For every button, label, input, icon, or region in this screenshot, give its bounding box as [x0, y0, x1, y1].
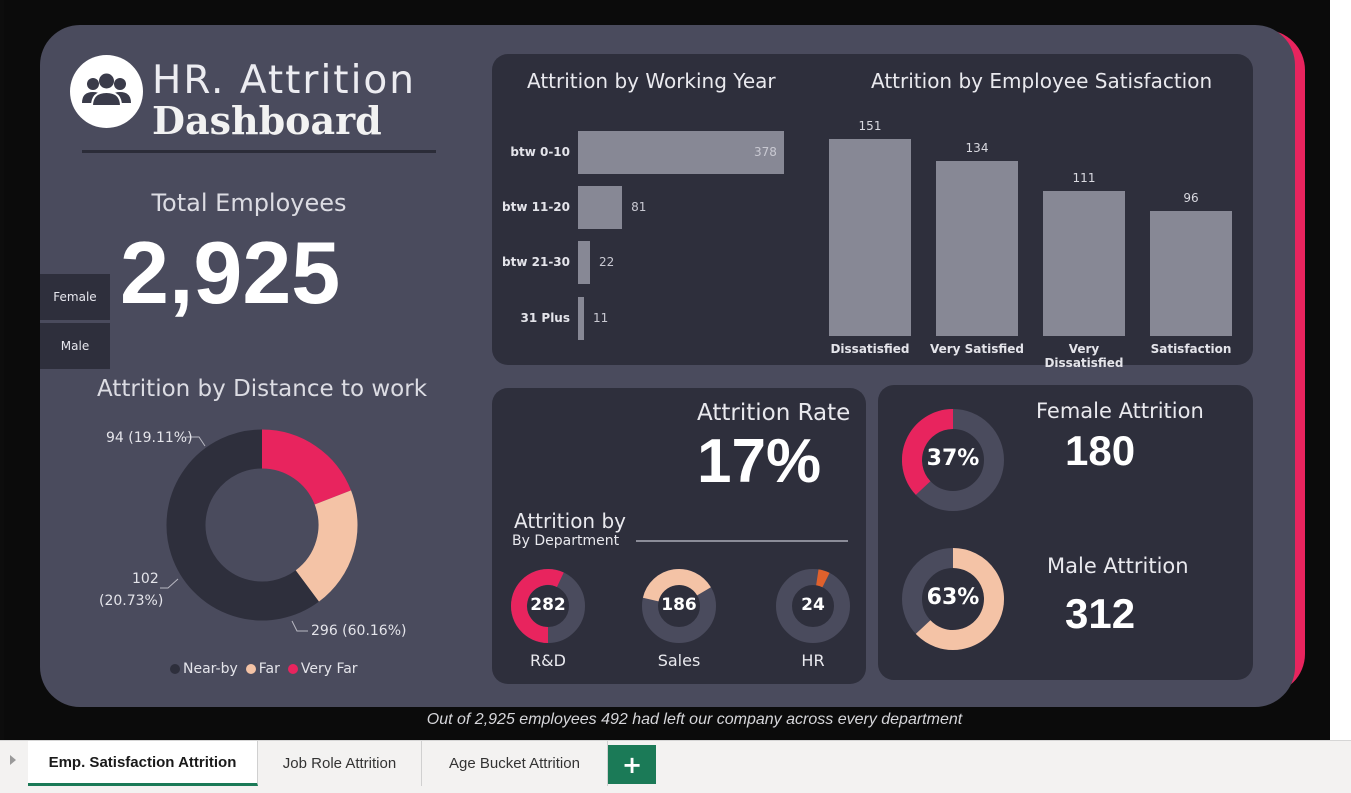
working-year-chart-title: Attrition by Working Year: [527, 69, 776, 93]
bar-value-label: 11: [592, 310, 609, 325]
slicer-item-male[interactable]: Male: [40, 323, 110, 369]
donut-track: [776, 569, 850, 643]
satisfaction-bar: [1150, 210, 1232, 336]
female-attrition-value: 180: [1065, 427, 1136, 474]
bar-category-label: btw 11-20: [502, 199, 570, 214]
scroll-tabs-left-icon[interactable]: [10, 755, 16, 765]
department-donut-label: R&D: [530, 651, 566, 670]
working-year-bar: [578, 297, 584, 340]
male-attrition-percent: 63%: [926, 585, 980, 610]
working-year-bar: [578, 131, 784, 174]
tab-job-role-attrition[interactable]: Job Role Attrition: [258, 741, 422, 786]
footer-summary: Out of 2,925 employees 492 had left our …: [426, 711, 963, 728]
total-employees-value: 2,925: [120, 223, 341, 322]
slice-far: [295, 490, 358, 602]
bar-category-label: Very Dissatisfied: [1044, 342, 1124, 370]
slice-label-very-far: 94 (19.11%): [106, 430, 193, 446]
people-group-icon: [82, 73, 131, 107]
legend-swatch-near-by: [170, 664, 180, 674]
male-attrition-label: Male Attrition: [1047, 554, 1189, 578]
donut-segment: [915, 548, 1004, 650]
department-donut: [511, 569, 585, 643]
bar-value-label: 81: [631, 199, 647, 214]
sheet-margin: [1330, 0, 1351, 740]
bar-value-label: 151: [858, 119, 882, 133]
slice-label-near-by: 296 (60.16%): [311, 623, 407, 639]
department-chart-subtitle: By Department: [512, 533, 620, 549]
title-divider: [82, 150, 436, 153]
male-attrition-donut: [902, 548, 1004, 650]
bar-category-label: btw 21-30: [502, 254, 570, 269]
leader-line-near-by: [291, 620, 308, 632]
female-attrition-label: Female Attrition: [1036, 399, 1204, 423]
bar-category-label: 31 Plus: [520, 310, 570, 325]
legend-item-very-far: Very Far: [287, 661, 358, 677]
slice-label-far-percent: (20.73%): [99, 593, 164, 609]
slice-very-far: [261, 429, 352, 506]
female-attrition-donut: [902, 409, 1004, 511]
total-employees-label: Total Employees: [151, 189, 347, 217]
satisfaction-bar: [1043, 191, 1125, 336]
bar-category-label: Satisfaction: [1150, 342, 1232, 356]
legend-item-far: Far: [245, 661, 280, 677]
satisfaction-bar: [936, 161, 1018, 336]
department-donut-value: 282: [530, 595, 566, 615]
bar-value-label: 111: [1072, 171, 1096, 186]
attrition-rate-label: Attrition Rate: [697, 400, 851, 426]
slice-label-far-count: 102: [132, 571, 159, 587]
distance-chart-title: Attrition by Distance to work: [96, 376, 428, 402]
donut-segment: [511, 569, 564, 643]
department-donut: [642, 569, 716, 643]
logo-badge: [70, 55, 143, 128]
leader-line-far: [160, 578, 179, 589]
male-attrition-value: 312: [1065, 590, 1136, 637]
working-year-bar: [578, 241, 590, 284]
bar-category-label: btw 0-10: [510, 144, 570, 159]
bar-category-label: Dissatisfied: [830, 342, 910, 356]
dashboard-title: HR. Attrition: [152, 58, 416, 103]
bar-value-label: 134: [965, 141, 989, 156]
slicer-item-female[interactable]: Female: [40, 274, 110, 320]
bar-value-label: 378: [754, 144, 777, 159]
bar-category-label: Very Satisfied: [929, 342, 1025, 356]
add-sheet-button[interactable]: +: [608, 745, 656, 784]
department-donut-value: 186: [661, 595, 697, 615]
donut-segment: [815, 569, 830, 588]
satisfaction-chart-title: Attrition by Employee Satisfaction: [871, 69, 1213, 93]
department-donut-label: HR: [801, 651, 825, 670]
working-year-bar: [578, 186, 623, 229]
satisfaction-bar: [829, 139, 911, 336]
department-donut-value: 24: [801, 595, 825, 615]
distance-donut-chart: [160, 429, 358, 632]
distance-legend: Near-by Far Very Far: [170, 661, 358, 677]
department-donut: [776, 569, 850, 643]
department-chart-title: Attrition by: [514, 509, 626, 533]
bar-value-label: 96: [1183, 190, 1199, 205]
legend-swatch-very-far: [287, 664, 298, 674]
sheet-tab-bar: Emp. Satisfaction Attrition Job Role Att…: [0, 740, 1351, 793]
tab-emp-satisfaction-attrition[interactable]: Emp. Satisfaction Attrition: [28, 741, 258, 786]
donut-segment: [902, 409, 954, 495]
bar-value-label: 22: [598, 254, 615, 269]
legend-item-near-by: Near-by: [170, 661, 238, 677]
tab-age-bucket-attrition[interactable]: Age Bucket Attrition: [422, 741, 608, 786]
attrition-rate-value: 17%: [697, 427, 822, 496]
dashboard-subtitle: Dashboard: [152, 98, 382, 143]
female-attrition-percent: 37%: [926, 446, 980, 471]
legend-swatch-far: [245, 664, 256, 674]
department-donut-label: Sales: [657, 651, 701, 670]
leader-line-very-far: [186, 436, 206, 447]
donut-segment: [642, 569, 711, 602]
department-divider: [636, 540, 848, 542]
slice-near-by: [166, 429, 319, 621]
